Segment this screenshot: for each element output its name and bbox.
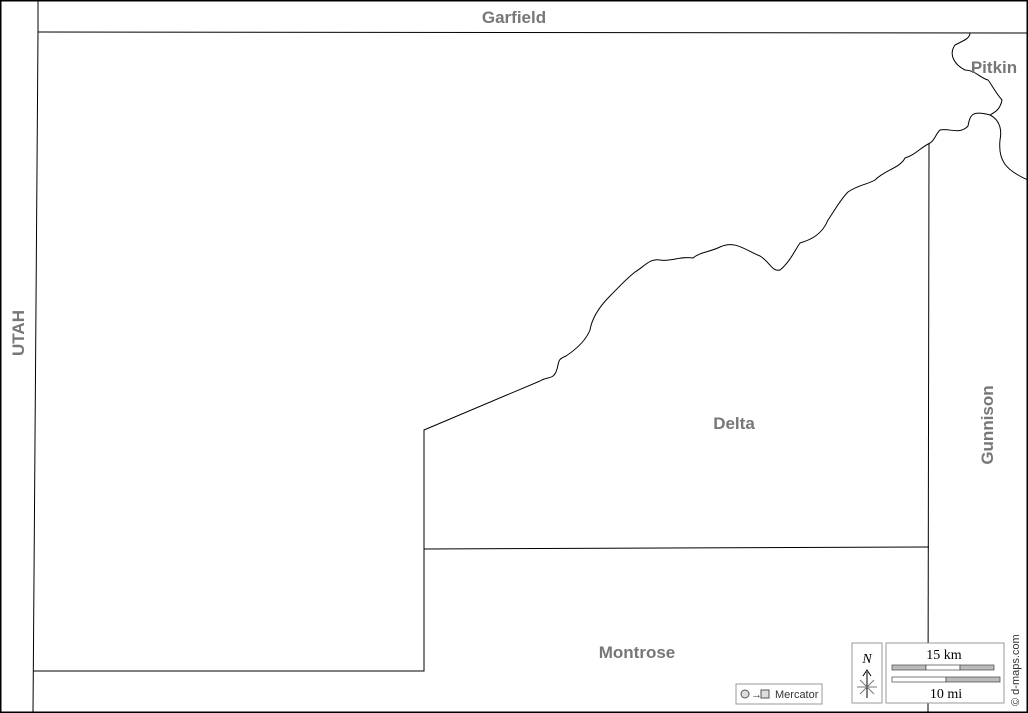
scale-mi-label: 10 mi xyxy=(930,687,962,702)
label-utah: UTAH xyxy=(9,310,28,356)
projection-label: Mercator xyxy=(775,689,819,701)
north-label: N xyxy=(861,652,872,667)
mesa-boundary-south xyxy=(33,380,541,672)
river-boundary xyxy=(539,32,1003,382)
gunnison-boundary xyxy=(927,142,930,713)
svg-text:→: → xyxy=(751,689,762,701)
label-montrose: Montrose xyxy=(599,643,676,662)
projection-box: → Mercator xyxy=(735,683,823,705)
pitkin-gunnison-boundary xyxy=(989,114,1028,181)
label-delta: Delta xyxy=(713,414,755,433)
credit: © d-maps.com xyxy=(1010,634,1022,706)
delta-montrose-boundary xyxy=(423,546,930,550)
north-arrow: N xyxy=(851,642,883,704)
label-pitkin: Pitkin xyxy=(971,58,1017,77)
label-gunnison: Gunnison xyxy=(978,385,997,464)
utah-boundary xyxy=(32,31,39,713)
scale-bar: 15 km 10 mi xyxy=(885,642,1005,704)
garfield-boundary xyxy=(37,31,1028,34)
scale-km-label: 15 km xyxy=(926,648,962,663)
label-garfield: Garfield xyxy=(482,8,546,27)
